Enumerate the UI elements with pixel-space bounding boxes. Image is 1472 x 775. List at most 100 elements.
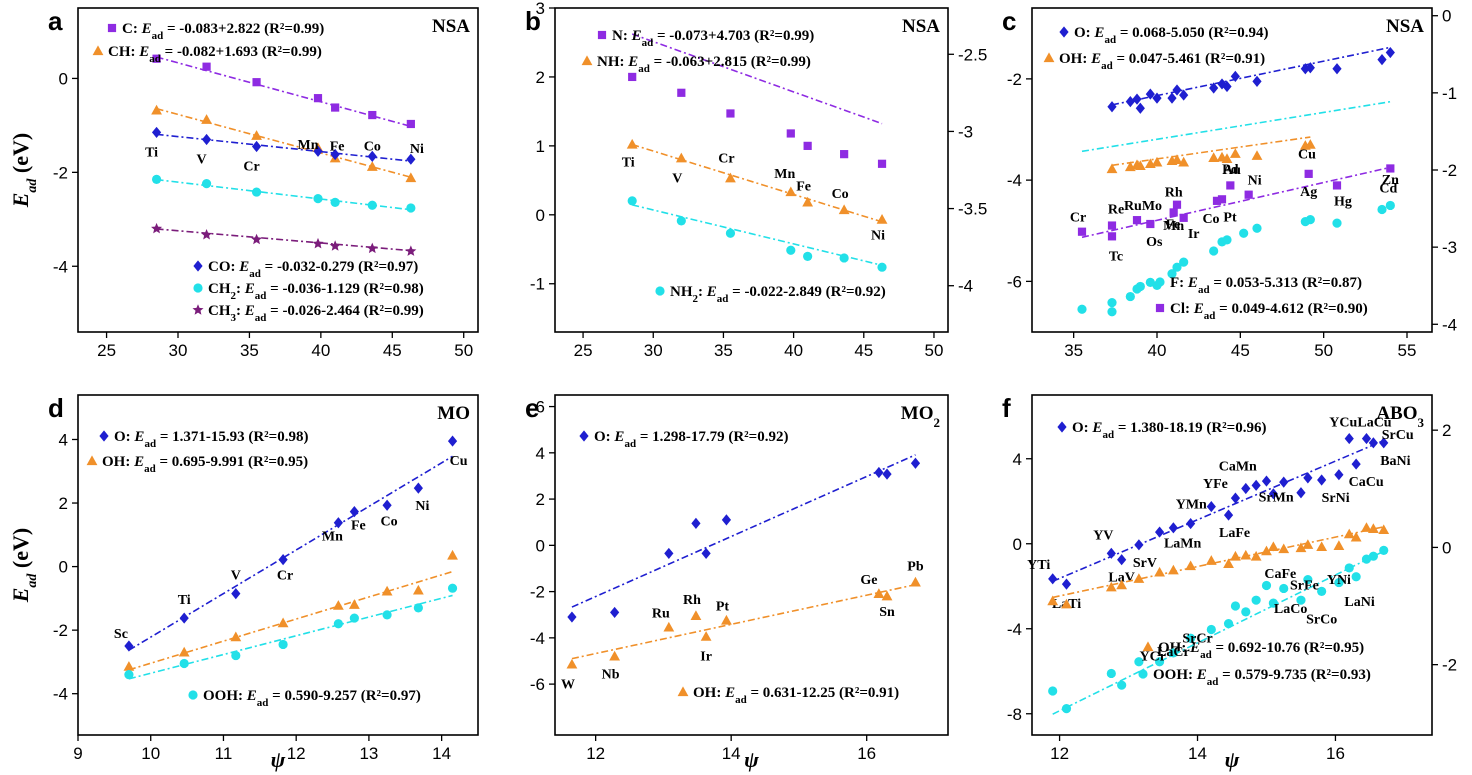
point-d-OOH-8	[447, 583, 458, 593]
point-f-OOH-15	[1279, 583, 1289, 594]
point-a-CH2-1	[201, 179, 212, 189]
point-f-OOH-8	[1206, 624, 1216, 635]
legend-marker-a-0	[107, 23, 117, 33]
xtick-label-d-1: 10	[141, 744, 160, 763]
y2tick-label-c-2: -2	[1442, 161, 1457, 180]
point-e-OH-7	[881, 590, 893, 601]
point-c-O-12	[1230, 70, 1240, 82]
legend-entry-b-2: NH2: Ead = -0.022-2.849 (R²=0.92)	[670, 284, 886, 305]
ytick-label-e-4: 2	[536, 490, 545, 509]
panel-e: 12 14 16 -6 -4 -2 0 2 4 6 O: Ead = 1.298-17.79 (R²…	[525, 393, 949, 772]
point-c-F-3	[1125, 291, 1135, 302]
point-d-OH-8	[447, 549, 458, 560]
panel-b: 25 30 35 40 45 50 -1 0 1 2 3 -4 -3.5 -3 -2.5 N: Ead = -…	[525, 0, 987, 360]
ytick-label-c-2: -2	[1007, 70, 1022, 89]
legend-marker-c-2	[1155, 277, 1165, 287]
xtick-label-e-1: 14	[722, 744, 741, 763]
point-label-b-Co: Co	[832, 187, 849, 202]
plot-frame-d	[77, 394, 479, 736]
point-label-a-Ni: Ni	[410, 142, 424, 157]
point-c-O-5	[1152, 92, 1162, 104]
legend-entry-f-0: O: Ead = 1.380-18.19 (R²=0.96)	[1072, 420, 1266, 441]
point-d-O-4	[333, 517, 343, 529]
point-f-OOH-13	[1261, 580, 1272, 591]
panel-label-a: a	[48, 6, 63, 36]
point-f-OH-10	[1230, 550, 1241, 561]
point-b-N-3	[786, 129, 795, 138]
point-f-OH-23	[1367, 523, 1379, 533]
legend-entry-f-2: OOH: Ead = 0.579-9.735 (R²=0.93)	[1153, 667, 1371, 688]
point-a-C-6	[406, 119, 415, 129]
point-f-OOH-1	[1061, 704, 1072, 714]
panel-d: 9 10 11 12 13 14 -4 -2 0 2 4 Sc Ti V Cr Mn Fe Co Ni Cu O: Ea…	[48, 393, 479, 772]
point-c-F-11	[1209, 246, 1219, 256]
point-f-OH-7	[1185, 560, 1197, 571]
plot-frame-e	[554, 394, 949, 736]
point-a-CH3-2	[251, 233, 263, 245]
point-e-O-8	[910, 457, 921, 469]
point-label-f-YMn: YMn	[1176, 498, 1207, 513]
point-d-OH-5	[348, 599, 360, 609]
point-a-CH-6	[405, 172, 417, 183]
point-a-C-4	[331, 103, 340, 112]
point-e-OH-0	[566, 658, 578, 669]
point-d-OOH-3	[278, 639, 288, 650]
point-f-OOH-11	[1241, 607, 1251, 617]
y2tick-label-f-1: 0	[1442, 538, 1451, 557]
y-axis-label-d: Ead (eV)	[8, 528, 40, 604]
point-label-e-Ru: Ru	[652, 606, 670, 621]
point-c-Cl-13	[1332, 181, 1342, 190]
point-d-O-2	[231, 587, 241, 600]
point-b-N-6	[877, 159, 887, 168]
point-c-Cl-8	[1212, 196, 1222, 205]
point-c-O-10	[1217, 78, 1227, 90]
point-c-Cl-4	[1146, 219, 1155, 229]
point-e-OH-6	[873, 588, 885, 599]
point-e-O-4	[701, 547, 711, 560]
point-f-OOH-21	[1351, 572, 1361, 582]
point-c-OH-9	[1208, 152, 1220, 162]
point-b-NH2-5	[839, 253, 849, 263]
point-label-c-RuMo: RuMo	[1124, 199, 1162, 214]
point-c-O-2	[1132, 93, 1142, 105]
point-f-O-4	[1134, 539, 1144, 551]
panel-a: 25 30 35 40 45 50 -4 -2 0 C: Ead = -0.083+2.822 (…	[48, 6, 479, 360]
legend-marker-e-0	[579, 430, 589, 442]
legend-entry-e-1: OH: Ead = 0.631-12.25 (R²=0.91)	[693, 685, 899, 706]
point-f-O-20	[1344, 432, 1354, 445]
point-a-CH2-0	[151, 174, 162, 184]
xtick-label-a-5: 50	[454, 341, 473, 360]
panel-label-d: d	[48, 393, 64, 423]
xtick-label-b-2: 35	[714, 341, 733, 360]
point-label-c-Ni: Ni	[1248, 174, 1262, 189]
point-f-O-1	[1061, 578, 1072, 590]
ytick-label-e-6: 6	[536, 398, 545, 417]
point-label-d-V: V	[231, 569, 241, 584]
xtick-label-d-0: 9	[73, 744, 82, 763]
system-label-d: MO	[437, 403, 470, 424]
x-axis-label-d: ψ	[271, 747, 286, 772]
point-a-CH-1	[201, 114, 212, 124]
point-label-e-Ge: Ge	[860, 573, 877, 588]
point-d-O-3	[278, 553, 288, 566]
point-label-c-Tc: Tc	[1109, 249, 1123, 264]
point-d-O-6	[382, 499, 392, 511]
xtick-label-e-0: 12	[586, 744, 605, 763]
point-f-O-12	[1251, 479, 1261, 491]
legend-entry-d-2: OOH: Ead = 0.590-9.257 (R²=0.97)	[203, 688, 421, 709]
point-c-OH-3	[1134, 160, 1146, 171]
point-a-CH2-6	[406, 203, 416, 213]
point-b-NH2-3	[786, 245, 796, 255]
point-a-CH3-6	[405, 245, 417, 256]
point-label-f-SrNi: SrNi	[1322, 491, 1350, 506]
point-f-OOH-24	[1379, 545, 1389, 555]
fit-line-e-O	[571, 454, 916, 608]
y2tick-label-c-3: -1	[1442, 84, 1457, 103]
point-c-OH-0	[1106, 163, 1118, 174]
legend-marker-c-0	[1059, 26, 1069, 38]
point-label-b-V: V	[672, 171, 682, 186]
point-f-OH-13	[1261, 545, 1272, 556]
legend-entry-a-3: CH2: Ead = -0.036-1.129 (R²=0.98)	[208, 281, 424, 302]
point-c-O-18	[1385, 46, 1395, 59]
